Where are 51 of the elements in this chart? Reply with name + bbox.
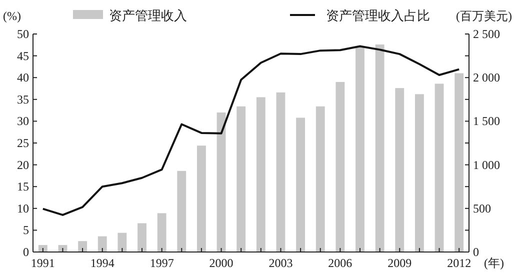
y2-tick-label: 0 [473, 245, 479, 259]
y-tick-label: 50 [17, 27, 29, 41]
bar [375, 44, 384, 252]
bar [256, 97, 266, 252]
x-tick-label: 2009 [388, 256, 412, 270]
y2-tick-label: 500 [473, 201, 491, 216]
y2-tick-label: 1 500 [473, 114, 500, 128]
y-tick-label: 0 [23, 245, 29, 259]
y-tick-label: 25 [17, 136, 29, 150]
bar [177, 170, 186, 252]
y2-tick-label: 2 500 [473, 27, 500, 41]
bar [316, 106, 325, 252]
line-series [42, 45, 460, 216]
bar [296, 118, 306, 252]
y-tick-label: 10 [17, 201, 29, 216]
y-tick-label: 20 [17, 158, 29, 172]
y-axis-title: (%) [3, 9, 21, 23]
bar [216, 112, 226, 252]
y2-tick-label: 1 000 [473, 158, 500, 172]
bar [236, 106, 246, 252]
bar [454, 73, 464, 252]
y2-tick-label: 2 000 [473, 70, 500, 85]
y-tick-label: 15 [17, 180, 29, 194]
x-tick-label: 2000 [209, 256, 234, 270]
x-tick-label: 1997 [150, 256, 174, 270]
bar [138, 223, 146, 252]
y-tick-label: 40 [17, 70, 29, 85]
y-tick-label: 30 [17, 114, 29, 128]
x-tick-label: 2006 [328, 256, 352, 270]
x-axis-title: (年) [484, 256, 504, 270]
bar [434, 84, 444, 252]
legend-label: 资产管理收入占比 [326, 8, 430, 23]
y-tick-label: 35 [17, 92, 29, 106]
bar [336, 82, 345, 252]
bar [196, 146, 206, 252]
legend-label: 资产管理收入 [109, 8, 187, 23]
y2-axis-title: (百万美元) [456, 9, 512, 23]
bar [414, 94, 424, 252]
bar [78, 241, 88, 252]
bar [98, 236, 107, 252]
x-tick-label: 1991 [30, 256, 55, 270]
bar [118, 232, 127, 252]
x-tick-label: 2012 [447, 256, 472, 270]
x-tick-label: 2003 [268, 256, 293, 270]
y-tick-label: 5 [23, 223, 29, 238]
x-tick-label: 1994 [90, 256, 114, 270]
bar [157, 213, 166, 252]
bar [395, 88, 404, 252]
bar [356, 46, 364, 252]
y-tick-label: 45 [17, 48, 29, 63]
bar [276, 92, 286, 252]
